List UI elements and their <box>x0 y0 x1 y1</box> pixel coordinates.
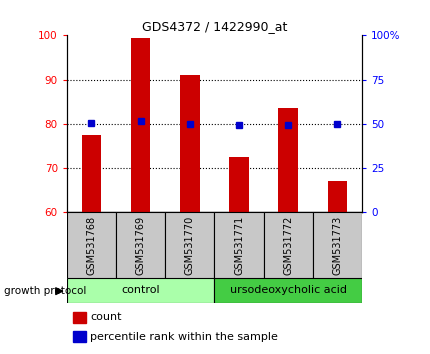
Bar <box>278 108 298 212</box>
Bar <box>263 212 312 278</box>
Text: GSM531768: GSM531768 <box>86 216 96 275</box>
Title: GDS4372 / 1422990_at: GDS4372 / 1422990_at <box>141 20 286 33</box>
Bar <box>67 278 214 303</box>
Bar <box>73 331 86 342</box>
Bar <box>130 38 150 212</box>
Bar <box>214 212 263 278</box>
Text: GSM531771: GSM531771 <box>233 216 243 275</box>
Text: count: count <box>90 312 122 322</box>
Bar <box>67 212 116 278</box>
Text: ursodeoxycholic acid: ursodeoxycholic acid <box>229 285 346 295</box>
Bar <box>116 212 165 278</box>
Bar <box>327 181 347 212</box>
Text: GSM531772: GSM531772 <box>283 216 292 275</box>
Bar <box>214 278 361 303</box>
Bar <box>180 75 199 212</box>
Text: GSM531770: GSM531770 <box>184 216 194 275</box>
Bar <box>312 212 361 278</box>
Bar <box>81 135 101 212</box>
Bar <box>73 312 86 323</box>
Bar <box>229 157 248 212</box>
Bar <box>165 212 214 278</box>
Text: GSM531773: GSM531773 <box>332 216 342 275</box>
Text: control: control <box>121 285 160 295</box>
Text: GSM531769: GSM531769 <box>135 216 145 275</box>
Text: growth protocol: growth protocol <box>4 286 86 296</box>
Text: percentile rank within the sample: percentile rank within the sample <box>90 332 278 342</box>
